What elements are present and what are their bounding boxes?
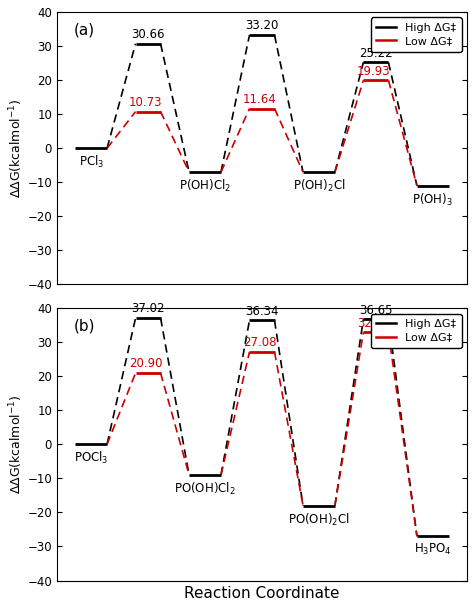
Text: PO(OH)$_2$Cl: PO(OH)$_2$Cl <box>288 512 350 528</box>
Text: 19.93: 19.93 <box>357 64 391 78</box>
Text: (b): (b) <box>73 319 95 334</box>
Text: (a): (a) <box>73 23 94 38</box>
Text: P(OH)$_3$: P(OH)$_3$ <box>412 192 453 208</box>
Text: 32.84: 32.84 <box>357 317 391 330</box>
Text: PCl$_3$: PCl$_3$ <box>79 154 104 170</box>
Text: P(OH)Cl$_2$: P(OH)Cl$_2$ <box>179 178 231 195</box>
Text: 36.65: 36.65 <box>359 303 392 317</box>
Text: 27.08: 27.08 <box>243 336 276 349</box>
Legend: High ΔG‡, Low ΔG‡: High ΔG‡, Low ΔG‡ <box>371 18 462 52</box>
Text: 33.20: 33.20 <box>246 19 279 32</box>
X-axis label: Reaction Coordinate: Reaction Coordinate <box>184 586 340 601</box>
Y-axis label: ΔΔG(kcalmol$^{-1}$): ΔΔG(kcalmol$^{-1}$) <box>7 98 25 198</box>
Text: 25.22: 25.22 <box>359 47 393 60</box>
Text: 20.90: 20.90 <box>129 358 163 370</box>
Text: P(OH)$_2$Cl: P(OH)$_2$Cl <box>293 178 345 195</box>
Text: H$_3$PO$_4$: H$_3$PO$_4$ <box>414 542 452 558</box>
Text: POCl$_3$: POCl$_3$ <box>74 451 109 466</box>
Text: 30.66: 30.66 <box>131 28 165 41</box>
Text: 10.73: 10.73 <box>129 96 163 109</box>
Text: 36.34: 36.34 <box>245 305 279 318</box>
Y-axis label: ΔΔG(kcalmol$^{-1}$): ΔΔG(kcalmol$^{-1}$) <box>7 395 25 494</box>
Text: 11.64: 11.64 <box>243 93 277 106</box>
Text: 37.02: 37.02 <box>131 302 165 316</box>
Text: PO(OH)Cl$_2$: PO(OH)Cl$_2$ <box>174 481 236 497</box>
Legend: High ΔG‡, Low ΔG‡: High ΔG‡, Low ΔG‡ <box>371 314 462 348</box>
